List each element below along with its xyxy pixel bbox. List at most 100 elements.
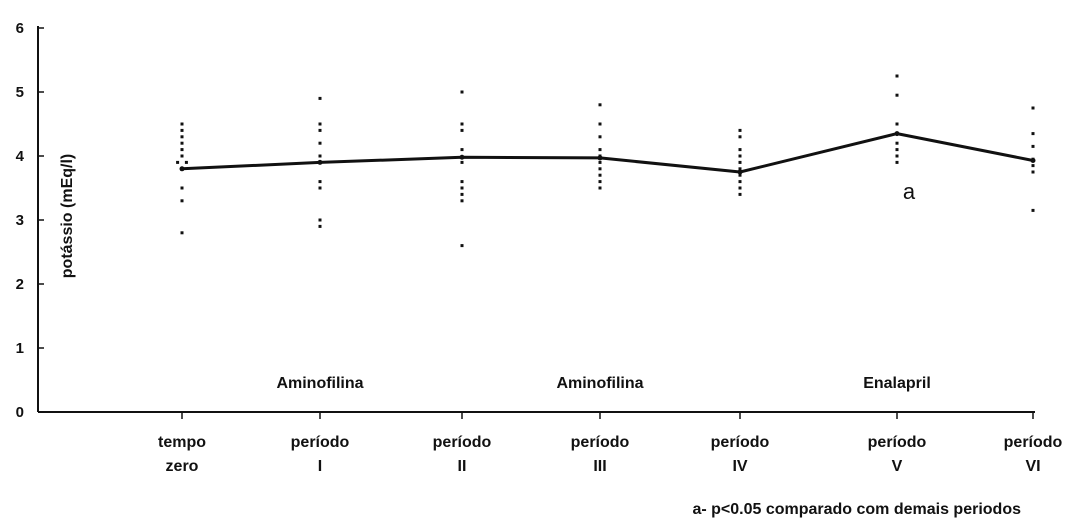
y-tick-label: 5 bbox=[16, 84, 24, 101]
phase-label: Enalapril bbox=[863, 375, 931, 392]
data-point bbox=[180, 135, 184, 139]
data-point bbox=[895, 74, 899, 78]
data-point bbox=[738, 128, 742, 132]
x-tick-label: tempo bbox=[158, 434, 206, 451]
significance-annotation: a bbox=[903, 179, 916, 204]
data-point bbox=[180, 148, 184, 152]
data-point bbox=[180, 199, 184, 203]
data-point bbox=[180, 128, 184, 132]
data-point bbox=[180, 141, 184, 145]
x-tick-label: período bbox=[1004, 434, 1063, 451]
y-tick-label: 2 bbox=[16, 276, 24, 293]
data-point bbox=[738, 192, 742, 196]
data-point bbox=[460, 186, 464, 190]
mean-point bbox=[179, 166, 185, 172]
x-tick-label: I bbox=[318, 458, 322, 475]
data-point bbox=[318, 122, 322, 126]
mean-point bbox=[317, 159, 323, 165]
points-group bbox=[176, 74, 1035, 248]
data-point bbox=[1031, 170, 1035, 174]
mean-point bbox=[597, 155, 603, 161]
data-point bbox=[184, 160, 188, 164]
x-tick-label: período bbox=[433, 434, 492, 451]
y-axis-label: potássio (mEq/l) bbox=[59, 154, 76, 278]
mean-point bbox=[894, 131, 900, 137]
labels-group: 0 1 2 3 4 5 6 potássio (mEq/l) tempo zero período I… bbox=[16, 20, 1063, 518]
data-point bbox=[738, 173, 742, 177]
data-point bbox=[460, 244, 464, 248]
data-point bbox=[598, 148, 602, 152]
phase-label: Aminofilina bbox=[556, 375, 643, 392]
data-point bbox=[598, 180, 602, 184]
data-point bbox=[460, 180, 464, 184]
data-point bbox=[318, 218, 322, 222]
data-point bbox=[1031, 144, 1035, 148]
data-point bbox=[1031, 208, 1035, 212]
data-point bbox=[598, 135, 602, 139]
footnote: a- p<0.05 comparado com demais periodos bbox=[692, 501, 1021, 518]
data-point bbox=[460, 148, 464, 152]
x-tick-label: II bbox=[458, 458, 467, 475]
y-tick-label: 6 bbox=[16, 20, 24, 37]
mean-point bbox=[1030, 157, 1036, 163]
data-point bbox=[598, 173, 602, 177]
axes-group bbox=[37, 26, 1035, 419]
x-tick-label: período bbox=[291, 434, 350, 451]
data-point bbox=[318, 224, 322, 228]
data-point bbox=[895, 141, 899, 145]
data-point bbox=[318, 180, 322, 184]
data-point bbox=[318, 186, 322, 190]
x-tick-label: período bbox=[571, 434, 630, 451]
data-point bbox=[598, 186, 602, 190]
data-point bbox=[895, 93, 899, 97]
data-point bbox=[1031, 106, 1035, 110]
data-point bbox=[738, 135, 742, 139]
data-point bbox=[738, 186, 742, 190]
data-point bbox=[180, 122, 184, 126]
x-tick-label: período bbox=[868, 434, 927, 451]
y-tick-label: 4 bbox=[16, 148, 25, 165]
data-point bbox=[895, 122, 899, 126]
y-tick-label: 3 bbox=[16, 212, 24, 229]
x-tick-label: zero bbox=[166, 458, 199, 475]
data-point bbox=[598, 167, 602, 171]
data-point bbox=[598, 103, 602, 107]
x-tick-label: V bbox=[892, 458, 903, 475]
x-tick-label: IV bbox=[732, 458, 747, 475]
data-point bbox=[460, 160, 464, 164]
data-point bbox=[738, 160, 742, 164]
data-point bbox=[176, 160, 180, 164]
data-point bbox=[895, 160, 899, 164]
data-point bbox=[1031, 132, 1035, 136]
data-point bbox=[460, 122, 464, 126]
data-point bbox=[895, 154, 899, 158]
x-tick-label: III bbox=[593, 458, 606, 475]
mean-point bbox=[459, 154, 465, 160]
data-point bbox=[738, 154, 742, 158]
data-point bbox=[318, 96, 322, 100]
y-tick-label: 0 bbox=[16, 404, 24, 421]
mean-line bbox=[181, 132, 1034, 174]
data-point bbox=[460, 128, 464, 132]
data-point bbox=[180, 186, 184, 190]
data-point bbox=[598, 122, 602, 126]
data-point bbox=[460, 90, 464, 94]
mean-line-group bbox=[179, 131, 1036, 175]
data-point bbox=[180, 231, 184, 235]
data-point bbox=[738, 167, 742, 171]
data-point bbox=[738, 148, 742, 152]
mean-point bbox=[737, 169, 743, 175]
data-point bbox=[895, 148, 899, 152]
y-tick-label: 1 bbox=[16, 340, 24, 357]
x-tick-label: período bbox=[711, 434, 770, 451]
data-point bbox=[318, 154, 322, 158]
x-tick-label: VI bbox=[1025, 458, 1040, 475]
data-point bbox=[318, 141, 322, 145]
data-point bbox=[460, 199, 464, 203]
data-point bbox=[180, 154, 184, 158]
data-point bbox=[738, 180, 742, 184]
data-point bbox=[318, 128, 322, 132]
data-point bbox=[598, 160, 602, 164]
